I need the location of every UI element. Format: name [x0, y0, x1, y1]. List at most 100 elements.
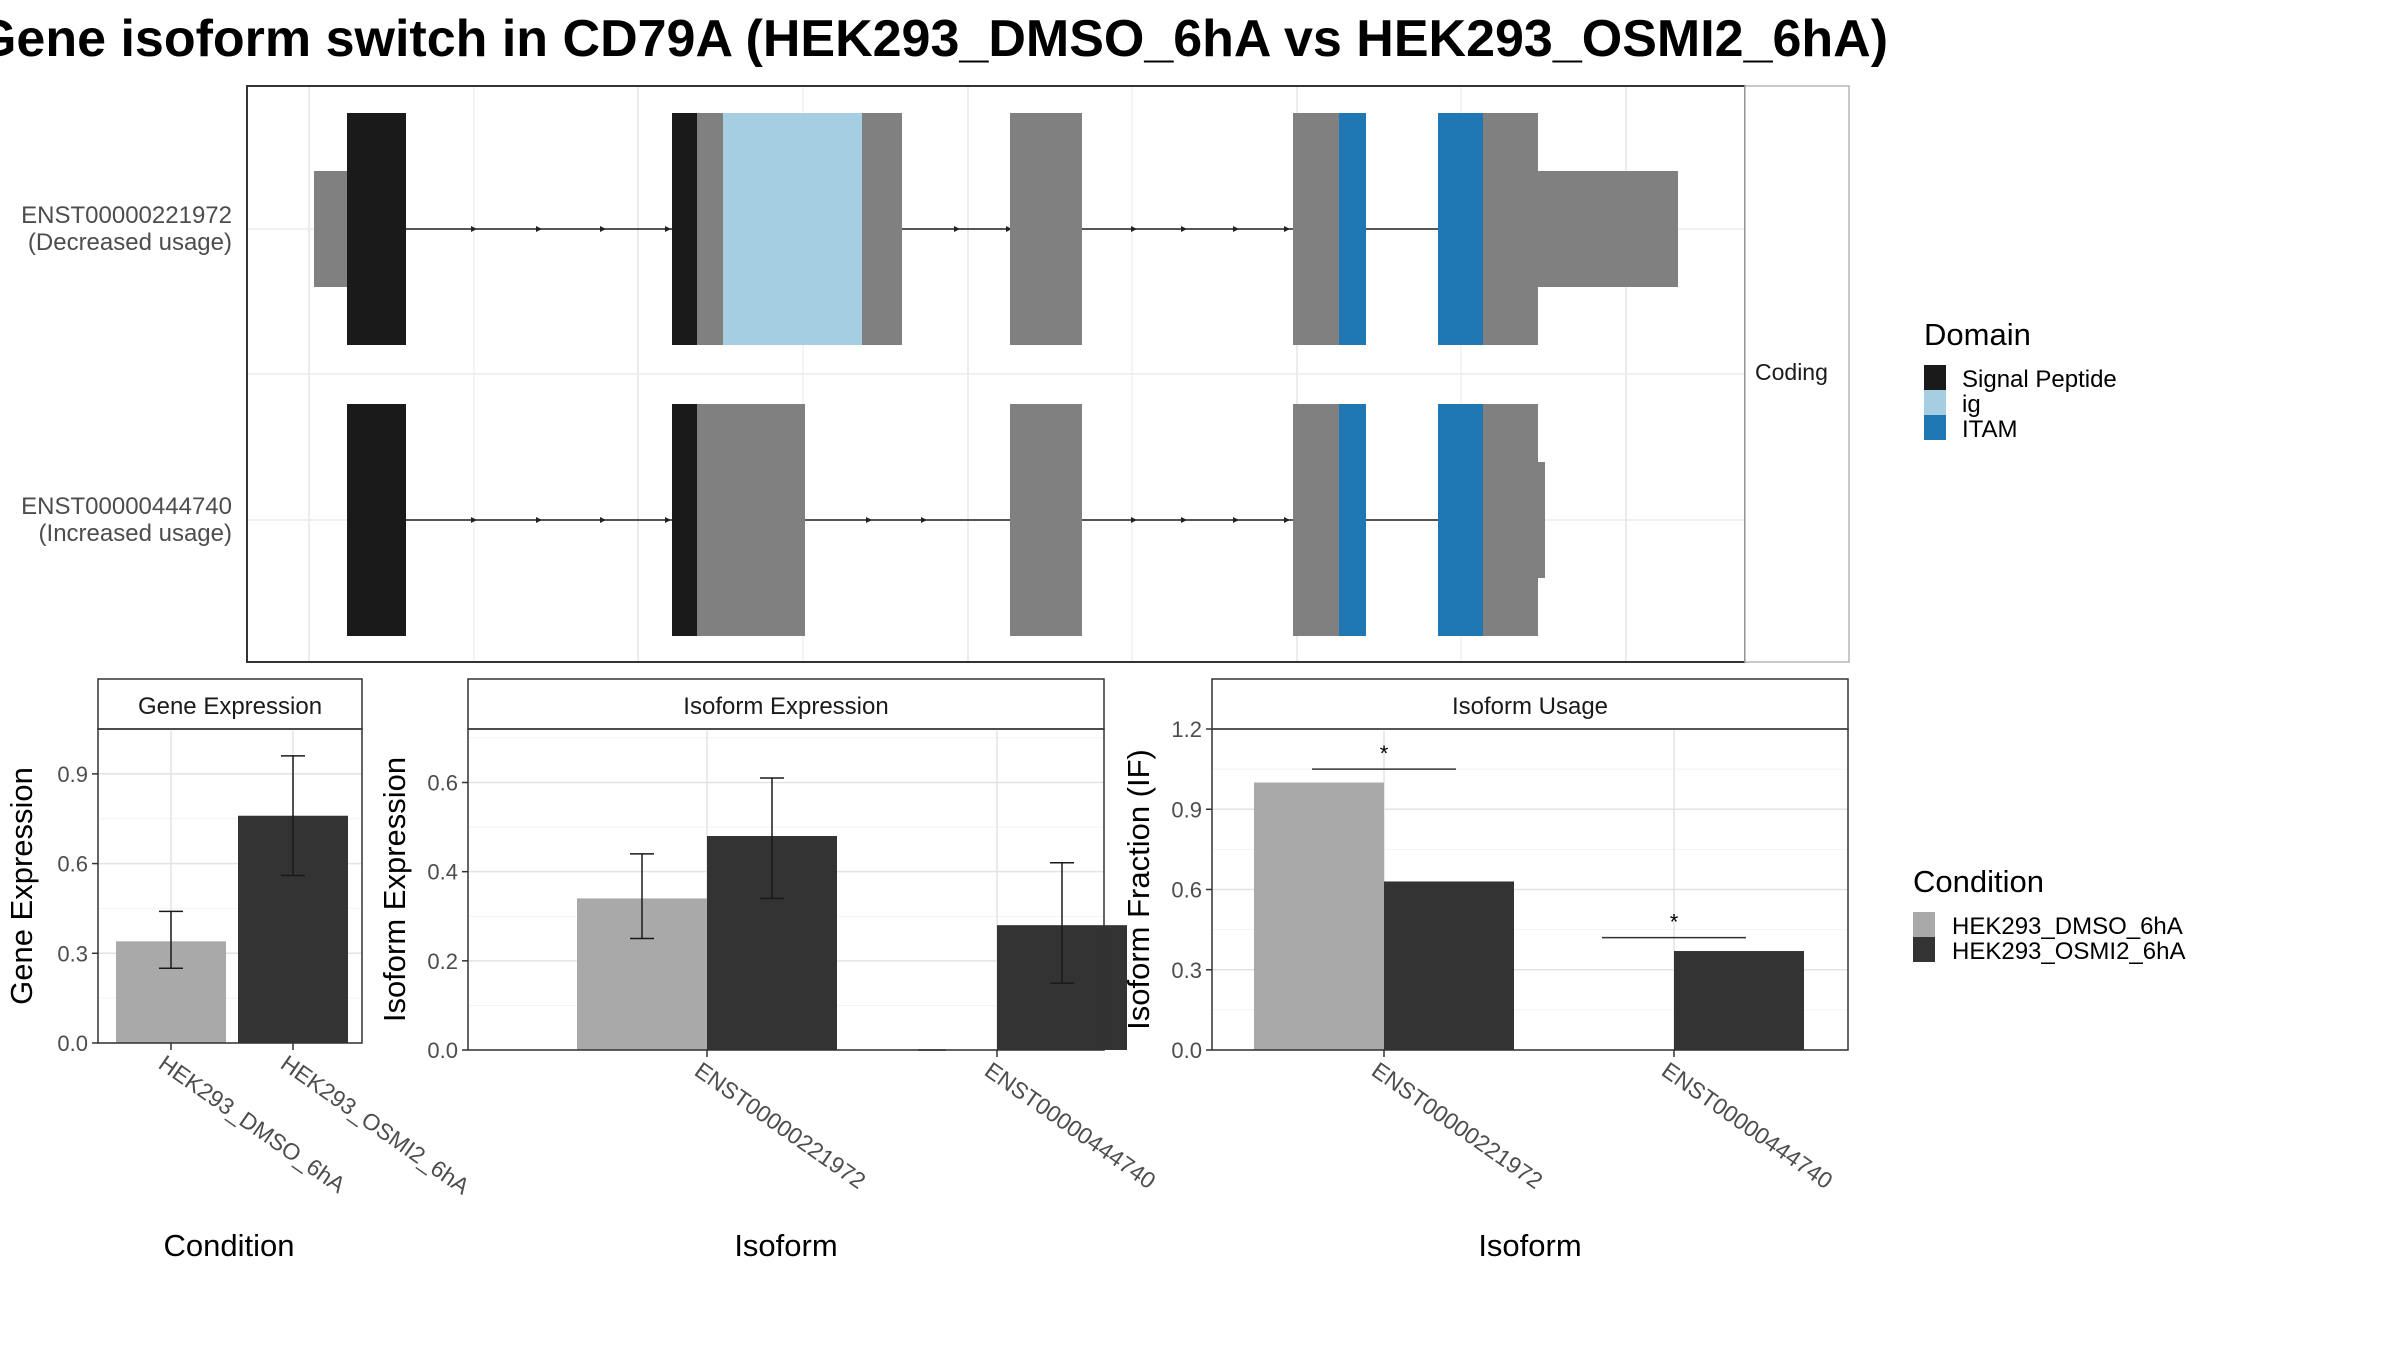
bar	[1674, 951, 1804, 1050]
x-tick-label: ENST00000444740	[1657, 1057, 1837, 1194]
bar-panel: Isoform Usage 0.0 0.3 0.6 0.9 1.2 * * ENST000002…	[1121, 678, 1849, 1263]
legend-key-dmso	[1913, 912, 1935, 937]
strand-arrow	[1006, 226, 1012, 232]
itam-domain	[1339, 113, 1366, 345]
x-tick-label: ENST00000444740	[980, 1057, 1160, 1194]
panel-border	[97, 728, 363, 1044]
condition-legend: Condition HEK293_DMSO_6hA HEK293_OSMI2_6…	[1913, 864, 2185, 965]
ig-domain	[723, 113, 863, 345]
y-axis-label: Isoform Fraction (IF)	[1121, 749, 1156, 1030]
exon	[1010, 113, 1082, 345]
exon	[1483, 113, 1538, 345]
y-tick-label: 0.3	[1171, 958, 1202, 983]
bar	[1254, 782, 1384, 1050]
strand-arrow	[471, 517, 477, 523]
strand-arrow	[1131, 226, 1137, 232]
y-axis-label: Gene Expression	[4, 767, 39, 1005]
exon	[697, 113, 724, 345]
exon	[1010, 404, 1082, 636]
domain-legend: Domain Signal Peptide ig ITAM	[1924, 317, 2117, 443]
signal-peptide-domain	[347, 404, 406, 636]
bar	[1384, 881, 1514, 1050]
strand-arrow	[921, 517, 927, 523]
y-tick-label: 0.2	[427, 949, 458, 974]
bar-panel: Isoform Expression 0.0 0.2 0.4 0.6 ENST000002…	[377, 678, 1161, 1263]
exon	[862, 113, 902, 345]
transcript-label-id: ENST00000444740	[21, 493, 232, 520]
transcript-label-usage: (Increased usage)	[39, 520, 232, 547]
strand-arrow	[1284, 226, 1290, 232]
panel-border	[1211, 728, 1849, 1051]
strand-arrow	[866, 517, 872, 523]
strand-arrow	[1233, 517, 1239, 523]
strand-arrow	[1131, 517, 1137, 523]
signal-peptide-domain	[347, 113, 406, 345]
strand-arrow	[1284, 517, 1290, 523]
strand-arrow	[665, 517, 671, 523]
utr-segment	[1536, 462, 1545, 578]
domain-legend-title: Domain	[1924, 317, 2031, 352]
itam-domain	[1438, 113, 1484, 345]
x-axis-label: Isoform	[734, 1228, 837, 1263]
strand-arrow	[536, 226, 542, 232]
legend-label: ITAM	[1962, 416, 2018, 443]
legend-key-ig	[1924, 390, 1946, 415]
transcript-structure-panel: Coding ENST00000221972 (Decreased usage)…	[21, 85, 1850, 663]
facet-strip-coding	[1744, 85, 1850, 663]
y-tick-label: 0.6	[427, 771, 458, 796]
strand-arrow	[1181, 517, 1187, 523]
y-tick-label: 0.4	[427, 860, 458, 885]
exon	[1293, 113, 1340, 345]
x-axis-label: Isoform	[1478, 1228, 1581, 1263]
y-tick-label: 0.9	[57, 762, 88, 787]
legend-key-itam	[1924, 415, 1946, 440]
panel-title: Isoform Expression	[683, 693, 888, 720]
transcript-label-usage: (Decreased usage)	[28, 229, 232, 256]
transcript-label-id: ENST00000221972	[21, 202, 232, 229]
y-axis-label: Isoform Expression	[377, 757, 412, 1022]
strand-arrow	[665, 226, 671, 232]
strand-arrow	[600, 517, 606, 523]
y-tick-label: 0.3	[57, 941, 88, 966]
signal-peptide-domain	[672, 404, 698, 636]
y-tick-label: 0.6	[1171, 878, 1202, 903]
strand-arrow	[1181, 226, 1187, 232]
strand-arrow	[600, 226, 606, 232]
exon	[1293, 404, 1340, 636]
legend-label: Signal Peptide	[1962, 366, 2117, 393]
itam-domain	[1339, 404, 1366, 636]
significance-label: *	[1670, 910, 1679, 935]
exon	[1483, 404, 1538, 636]
strand-arrow	[954, 226, 960, 232]
panel-title: Gene Expression	[138, 693, 322, 720]
utr-segment	[314, 171, 350, 287]
y-tick-label: 0.6	[57, 852, 88, 877]
exon	[697, 404, 805, 636]
y-tick-label: 0.9	[1171, 797, 1202, 822]
x-axis-label: Condition	[164, 1228, 295, 1263]
strand-arrow	[1233, 226, 1239, 232]
itam-domain	[1438, 404, 1484, 636]
y-tick-label: 0.0	[427, 1038, 458, 1063]
signal-peptide-domain	[672, 113, 698, 345]
y-tick-label: 0.0	[1171, 1038, 1202, 1063]
y-tick-label: 1.2	[1171, 717, 1202, 742]
legend-key-osmi2	[1913, 937, 1935, 962]
legend-label: ig	[1962, 391, 1981, 418]
strand-arrow	[536, 517, 542, 523]
y-tick-label: 0.0	[57, 1031, 88, 1056]
panel-border	[467, 728, 1105, 1051]
legend-label: HEK293_DMSO_6hA	[1952, 913, 2183, 940]
panel-strip	[467, 678, 1105, 730]
significance-label: *	[1380, 741, 1389, 766]
strand-arrow	[471, 226, 477, 232]
x-tick-label: ENST00000221972	[1367, 1057, 1547, 1194]
panel-strip	[1211, 678, 1849, 730]
utr-segment	[1536, 171, 1678, 287]
legend-key-signal-peptide	[1924, 365, 1946, 390]
panel-title: Isoform Usage	[1452, 693, 1608, 720]
facet-strip-label: Coding	[1755, 359, 1828, 385]
condition-legend-title: Condition	[1913, 864, 2044, 899]
legend-label: HEK293_OSMI2_6hA	[1952, 938, 2185, 965]
